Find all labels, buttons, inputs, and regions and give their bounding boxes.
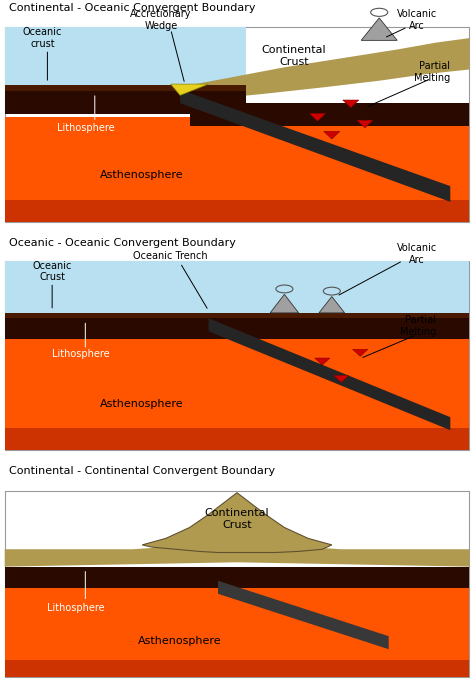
Text: Partial
Melting: Partial Melting (400, 315, 436, 337)
Polygon shape (334, 375, 349, 382)
Bar (5, 428, 469, 450)
Bar (5, 566, 228, 589)
Text: Lithosphere: Lithosphere (47, 603, 105, 613)
Bar (5, 27, 469, 222)
Polygon shape (171, 84, 209, 95)
Bar (209, 313, 469, 318)
Bar (5, 117, 469, 222)
Bar (5, 491, 469, 678)
Bar (5, 339, 469, 450)
Text: Volcanic
Arc: Volcanic Arc (397, 10, 437, 31)
Text: Lithosphere: Lithosphere (56, 123, 114, 132)
Bar (5, 199, 469, 222)
Polygon shape (357, 120, 373, 128)
Bar (5, 318, 209, 339)
Text: Continental - Oceanic Convergent Boundary: Continental - Oceanic Convergent Boundar… (9, 3, 256, 13)
Text: Accretionary
Wedge: Accretionary Wedge (130, 10, 192, 31)
Polygon shape (310, 113, 326, 121)
Text: Oceanic
crust: Oceanic crust (23, 28, 63, 49)
Bar (5, 660, 469, 678)
Polygon shape (315, 358, 330, 365)
Polygon shape (218, 581, 389, 649)
Bar (5, 85, 246, 91)
Text: Volcanic
Arc: Volcanic Arc (397, 244, 437, 265)
Polygon shape (361, 18, 397, 40)
Bar (5, 261, 469, 450)
Bar (209, 318, 469, 339)
Polygon shape (353, 349, 368, 356)
Bar (5, 27, 246, 85)
Bar (5, 578, 469, 678)
Text: Oceanic
Crust: Oceanic Crust (32, 261, 72, 282)
Polygon shape (319, 297, 345, 313)
Text: Continental
Crust: Continental Crust (205, 508, 269, 530)
Bar (228, 566, 469, 589)
Polygon shape (5, 527, 237, 566)
Polygon shape (343, 100, 359, 108)
Text: Asthenosphere: Asthenosphere (100, 170, 184, 180)
Text: Oceanic - Oceanic Convergent Boundary: Oceanic - Oceanic Convergent Boundary (9, 238, 237, 248)
Polygon shape (180, 90, 450, 201)
Bar (190, 103, 469, 126)
Text: Asthenosphere: Asthenosphere (100, 399, 184, 409)
Polygon shape (142, 493, 332, 553)
Bar (5, 313, 209, 318)
Polygon shape (209, 318, 450, 431)
Text: Asthenosphere: Asthenosphere (138, 635, 222, 646)
Polygon shape (270, 295, 299, 313)
Text: Partial
Melting: Partial Melting (414, 61, 450, 83)
Text: Lithosphere: Lithosphere (52, 349, 109, 359)
Text: Continental
Crust: Continental Crust (262, 46, 326, 67)
Polygon shape (190, 38, 469, 101)
Bar (5, 91, 246, 115)
Polygon shape (324, 131, 340, 139)
Text: Continental - Continental Convergent Boundary: Continental - Continental Convergent Bou… (9, 466, 275, 475)
Text: Oceanic Trench: Oceanic Trench (133, 251, 208, 262)
Bar (5, 261, 469, 313)
Polygon shape (237, 527, 469, 566)
